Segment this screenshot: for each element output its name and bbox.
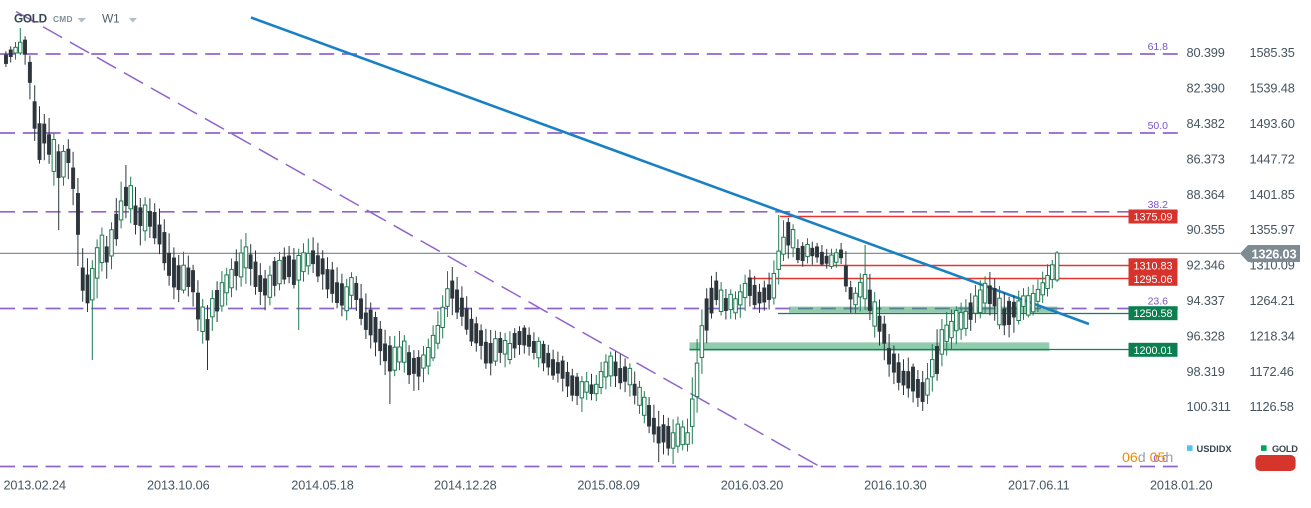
svg-text:1200.01: 1200.01 [1133,345,1172,357]
svg-text:1264.21: 1264.21 [1250,293,1295,308]
svg-text:1355.97: 1355.97 [1250,222,1295,237]
svg-text:82.390: 82.390 [1187,81,1225,96]
svg-text:98.319: 98.319 [1187,364,1225,379]
svg-text:96.328: 96.328 [1187,328,1225,343]
svg-text:2017.06.11: 2017.06.11 [1008,478,1070,492]
svg-text:USDIDX: USDIDX [1197,444,1233,454]
svg-text:2015.08.09: 2015.08.09 [577,478,640,492]
svg-text:1310.83: 1310.83 [1133,260,1172,272]
svg-text:1295.06: 1295.06 [1133,274,1172,286]
svg-text:1401.85: 1401.85 [1250,187,1295,202]
svg-text:38.2: 38.2 [1148,199,1169,211]
svg-text:1172.46: 1172.46 [1250,364,1294,379]
svg-text:2016.03.20: 2016.03.20 [721,478,784,492]
svg-text:2013.02.24: 2013.02.24 [3,478,66,492]
svg-text:W1: W1 [102,12,120,26]
svg-text:CMD: CMD [53,14,73,24]
svg-text:1493.60: 1493.60 [1250,116,1295,131]
svg-text:92.346: 92.346 [1187,258,1225,273]
svg-text:1326.03: 1326.03 [1252,247,1297,262]
svg-text:1126.58: 1126.58 [1250,399,1294,414]
svg-text:86.373: 86.373 [1187,151,1225,166]
svg-text:94.337: 94.337 [1187,293,1225,308]
svg-text:2014.12.28: 2014.12.28 [434,478,497,492]
svg-text:06d 05h: 06d 05h [1122,450,1173,466]
svg-text:88.364: 88.364 [1187,187,1225,202]
svg-text:2016.10.30: 2016.10.30 [864,478,927,492]
svg-text:1539.48: 1539.48 [1250,81,1295,96]
svg-text:2013.10.06: 2013.10.06 [147,478,210,492]
svg-text:80.399: 80.399 [1187,45,1225,60]
svg-text:2018.01.20: 2018.01.20 [1150,478,1213,492]
svg-text:1447.72: 1447.72 [1250,151,1295,166]
svg-text:0.0: 0.0 [1153,453,1168,465]
svg-text:90.355: 90.355 [1187,222,1225,237]
svg-text:84.382: 84.382 [1187,116,1225,131]
svg-text:1585.35: 1585.35 [1250,45,1295,60]
svg-text:2014.05.18: 2014.05.18 [291,478,354,492]
svg-text:61.8: 61.8 [1148,41,1169,53]
svg-text:100.311: 100.311 [1187,399,1231,414]
svg-text:23.6: 23.6 [1148,296,1169,308]
svg-text:1375.09: 1375.09 [1133,212,1172,224]
svg-text:1250.58: 1250.58 [1133,308,1172,320]
svg-text:GOLD: GOLD [14,12,48,26]
svg-text:50.0: 50.0 [1148,120,1169,132]
svg-text:GOLD: GOLD [1272,444,1298,454]
svg-text:1218.34: 1218.34 [1250,328,1295,343]
